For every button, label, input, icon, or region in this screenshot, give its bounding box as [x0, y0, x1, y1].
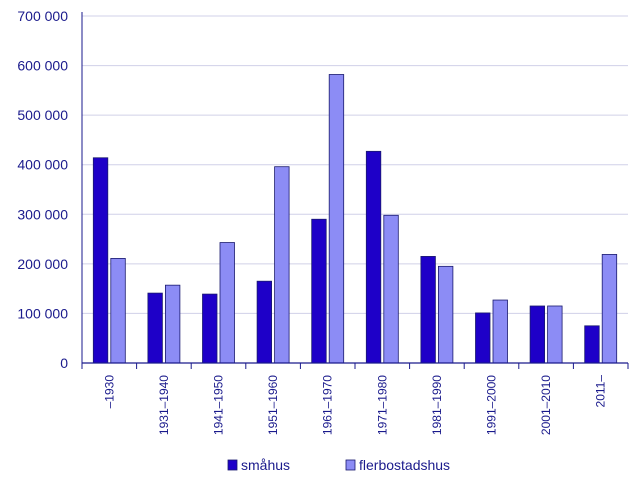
- bar-smahus: [365, 150, 382, 364]
- legend-label: småhus: [241, 457, 290, 473]
- x-tick-label: 1991–2000: [485, 375, 499, 435]
- y-tick-label: 0: [60, 355, 68, 371]
- y-tick-label: 300 000: [17, 206, 68, 222]
- x-tick-label: –1930: [102, 375, 116, 409]
- x-tick-label: 1971–1980: [375, 375, 389, 435]
- y-tick-label: 400 000: [17, 157, 68, 173]
- axes: [81, 12, 629, 369]
- bar-flerbostadshus: [437, 265, 454, 364]
- y-tick-label: 100 000: [17, 305, 68, 321]
- x-tick-label: 1931–1940: [157, 375, 171, 435]
- bar-flerbostadshus: [110, 258, 126, 364]
- legend: småhus flerbostadshus: [227, 457, 450, 473]
- bar-smahus: [584, 325, 600, 364]
- legend-swatch: [227, 459, 238, 471]
- bar-smahus: [529, 305, 545, 364]
- bar-flerbostadshus: [547, 305, 563, 364]
- bar-smahus: [311, 218, 327, 364]
- bar-flerbostadshus: [492, 299, 508, 364]
- bar-flerbostadshus: [383, 214, 399, 364]
- y-tick-label: 700 000: [17, 8, 68, 24]
- y-tick-labels: 0 100 000 200 000 300 000 400 000 500 000 600 …: [17, 8, 68, 371]
- bar-smahus: [147, 292, 163, 364]
- bar-flerbostadshus: [601, 254, 618, 364]
- bar-flerbostadshus: [328, 74, 345, 364]
- bar-smahus: [202, 293, 218, 364]
- x-tick-label: 1961–1970: [321, 375, 335, 435]
- x-tick-labels: –1930 1931–1940 1941–1950 1951–1960 1961–197…: [102, 375, 607, 435]
- x-tick-label: 2011–: [594, 375, 608, 408]
- y-tick-label: 500 000: [17, 107, 68, 123]
- bar-flerbostadshus: [164, 284, 181, 364]
- gridlines: [82, 15, 628, 314]
- y-tick-label: 600 000: [17, 58, 68, 74]
- x-tick-label: 2001–2010: [539, 375, 553, 435]
- x-tick-label: 1981–1990: [430, 375, 444, 435]
- bar-smahus: [475, 312, 491, 364]
- bar-flerbostadshus: [274, 166, 290, 364]
- bar-smahus: [420, 256, 436, 364]
- legend-swatch: [345, 459, 356, 471]
- bar-flerbostadshus: [219, 242, 235, 364]
- bar-smahus: [92, 157, 109, 364]
- bars: [92, 74, 618, 364]
- legend-label: flerbostadshus: [359, 457, 450, 473]
- x-tick-label: 1951–1960: [266, 375, 280, 435]
- x-tick-label: 1941–1950: [212, 375, 226, 435]
- y-tick-label: 200 000: [17, 256, 68, 272]
- bar-smahus: [256, 280, 273, 364]
